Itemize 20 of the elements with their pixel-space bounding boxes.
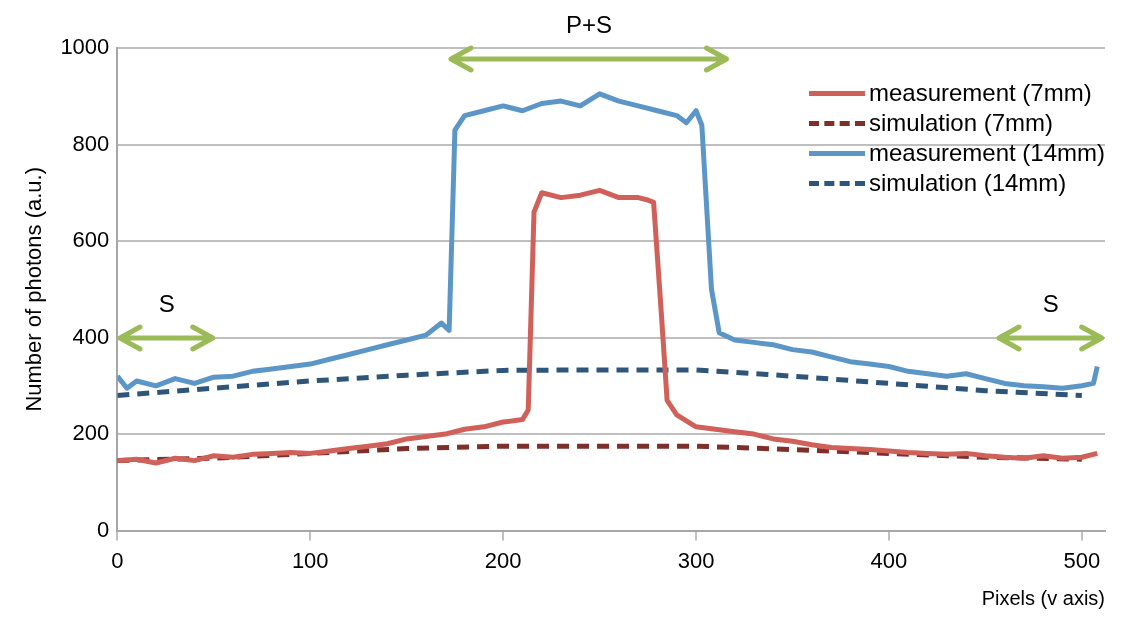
y-tick-label: 1000 [60, 34, 110, 60]
y-axis-title: Number of photons (a.u.) [21, 167, 47, 412]
x-tick-label: 300 [677, 547, 715, 573]
annotation: S [157, 289, 176, 318]
x-tick-label: 500 [1063, 547, 1101, 573]
y-tick-label: 800 [72, 130, 110, 156]
x-tick-label: 400 [870, 547, 908, 573]
legend-label: measurement (14mm) [868, 138, 1105, 168]
annotation: S [1041, 289, 1060, 318]
y-tick-label: 200 [72, 420, 110, 446]
x-axis-title: Pixels (v axis) [981, 586, 1105, 609]
y-tick-label: 0 [97, 516, 110, 542]
legend-label: measurement (7mm) [868, 78, 1092, 108]
y-tick-label: 600 [72, 227, 110, 253]
y-tick-label: 400 [72, 323, 110, 349]
legend-label: simulation (7mm) [868, 108, 1053, 138]
text: P+S [564, 10, 613, 39]
legend-label: simulation (14mm) [868, 168, 1067, 198]
x-tick-label: 200 [484, 547, 522, 573]
x-tick-label: 100 [291, 547, 329, 573]
